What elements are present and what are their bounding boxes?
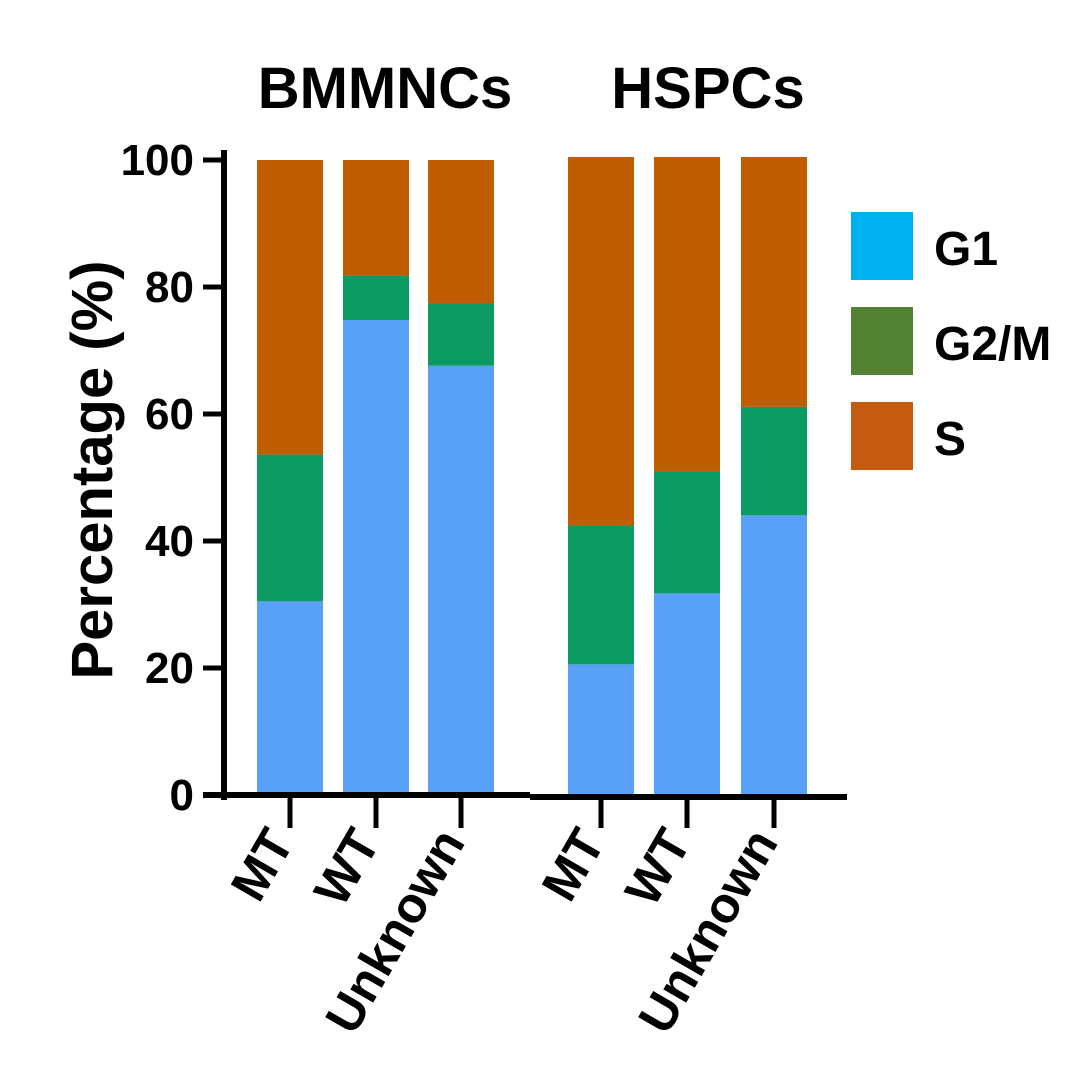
bar-bmmncs-wt-g1 — [343, 320, 409, 795]
bar-hspcs-wt-g1 — [654, 593, 720, 795]
bar-hspcs-mt-g2-m — [568, 525, 634, 665]
legend: G1 G2/M S — [851, 212, 1051, 470]
y-tick-label-0: 0 — [170, 771, 194, 820]
bar-hspcs-unknown-g1 — [741, 515, 807, 795]
bar-bmmncs-wt-g2-m — [343, 275, 409, 321]
legend-swatch-s — [851, 402, 913, 470]
bar-hspcs-wt-s — [654, 157, 720, 472]
y-axis-title: Percentage (%) — [60, 260, 125, 679]
y-tick-label-80: 80 — [145, 263, 194, 312]
x-tick-label-bmmncs-mt: MT — [220, 820, 305, 911]
bar-bmmncs-unknown-g2-m — [428, 303, 494, 366]
x-tick-label-bmmncs-wt: WT — [303, 820, 390, 915]
legend-swatch-g2-m — [851, 307, 913, 375]
bar-bmmncs-mt-g1 — [257, 601, 323, 795]
axes-layer: 0 20 40 60 80 100 — [121, 136, 847, 828]
bar-bmmncs-mt-s — [257, 160, 323, 455]
bar-hspcs-unknown-s — [741, 157, 807, 407]
group-title-hspcs: HSPCs — [611, 56, 804, 121]
bar-bmmncs-mt-g2-m — [257, 454, 323, 602]
bars-layer — [257, 157, 807, 795]
bar-bmmncs-unknown-g1 — [428, 365, 494, 795]
bar-hspcs-mt-s — [568, 157, 634, 526]
y-tick-label-60: 60 — [145, 390, 194, 439]
legend-label-s: S — [934, 413, 966, 466]
bar-hspcs-wt-g2-m — [654, 471, 720, 594]
bar-hspcs-unknown-g2-m — [741, 406, 807, 516]
y-tick-label-40: 40 — [145, 517, 194, 566]
x-tick-label-hspcs-wt: WT — [614, 820, 701, 915]
legend-label-g1: G1 — [934, 223, 998, 276]
bar-bmmncs-unknown-s — [428, 160, 494, 304]
bar-hspcs-mt-g1 — [568, 664, 634, 795]
x-tick-label-hspcs-mt: MT — [531, 820, 616, 911]
legend-label-g2-m: G2/M — [934, 318, 1051, 371]
y-tick-label-100: 100 — [121, 136, 194, 185]
bar-bmmncs-wt-s — [343, 160, 409, 276]
group-title-bmmncs: BMMNCs — [258, 56, 513, 121]
legend-swatch-g1 — [851, 212, 913, 280]
y-tick-label-20: 20 — [145, 644, 194, 693]
